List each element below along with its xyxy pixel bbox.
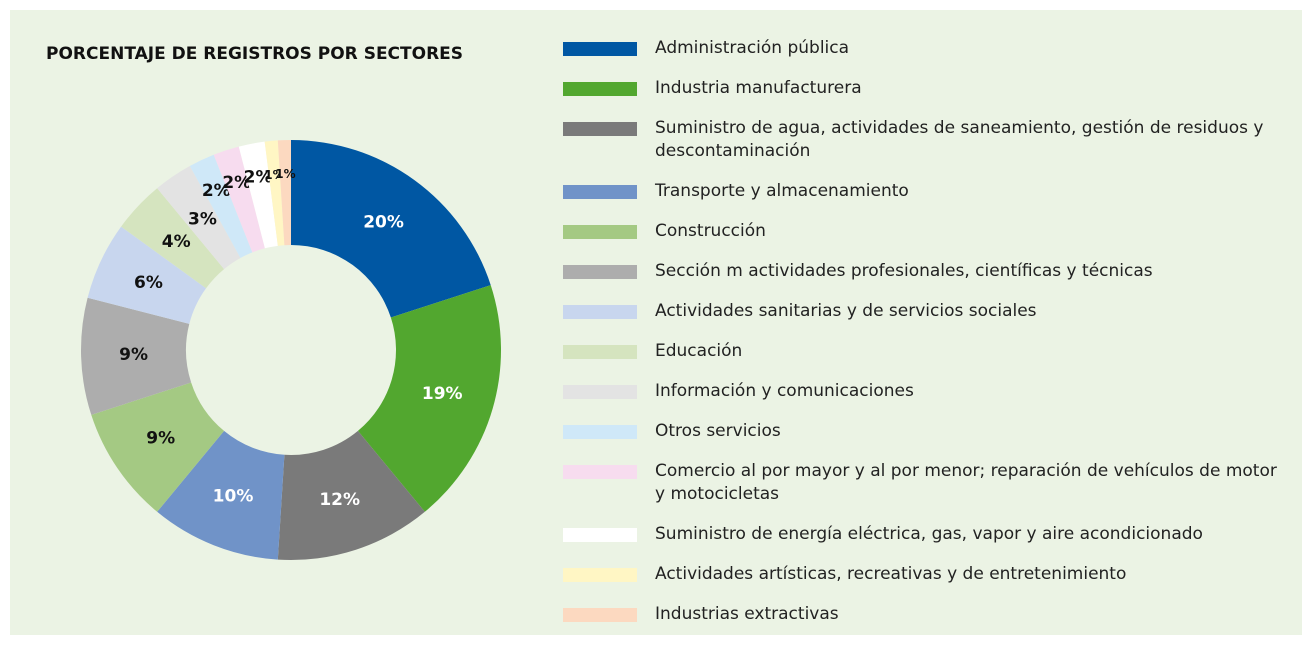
legend-swatch <box>563 265 637 279</box>
data-label: 2% <box>244 168 273 188</box>
data-label: 1% <box>275 167 295 181</box>
legend-item: Suministro de agua, actividades de sanea… <box>563 117 1293 163</box>
legend-item: Actividades artísticas, recreativas y de… <box>563 563 1293 586</box>
legend-swatch <box>563 568 637 582</box>
legend-item: Información y comunicaciones <box>563 380 1293 403</box>
legend-label: Industrias extractivas <box>655 604 839 624</box>
legend-swatch <box>563 528 637 542</box>
donut-slice <box>157 430 285 560</box>
donut-slice <box>91 382 225 512</box>
legend-label: Transporte y almacenamiento <box>655 181 909 201</box>
donut-slice <box>277 430 425 560</box>
donut-slice <box>189 154 253 258</box>
legend-item: Transporte y almacenamiento <box>563 180 1293 203</box>
legend-swatch <box>563 225 637 239</box>
legend-label: Sección m actividades profesionales, cie… <box>655 261 1153 281</box>
donut-slice <box>213 146 265 253</box>
data-label: 12% <box>319 490 360 510</box>
data-label: 19% <box>422 384 463 404</box>
chart-title: PORCENTAJE DE REGISTROS POR SECTORES <box>46 44 464 64</box>
data-label: 9% <box>119 345 148 365</box>
data-label: 2% <box>222 173 251 193</box>
donut-slice <box>87 226 207 324</box>
legend-swatch <box>563 42 637 56</box>
legend-swatch <box>563 465 637 479</box>
legend-item: Industrias extractivas <box>563 603 1293 626</box>
donut-slice <box>81 297 192 415</box>
data-label: 20% <box>363 213 404 233</box>
data-label: 4% <box>162 232 191 252</box>
data-label: 3% <box>188 210 217 230</box>
legend-label: Administración pública <box>655 38 850 58</box>
legend-swatch <box>563 305 637 319</box>
data-label: 9% <box>146 429 175 449</box>
legend-label: Industria manufacturera <box>655 78 862 98</box>
legend-swatch <box>563 122 637 136</box>
donut-slice <box>291 140 491 318</box>
donut-slice <box>264 140 285 246</box>
legend-item: Sección m actividades profesionales, cie… <box>563 260 1293 283</box>
legend-swatch <box>563 385 637 399</box>
legend-item: Comercio al por mayor y al por menor; re… <box>563 460 1293 506</box>
legend-item: Construcción <box>563 220 1293 243</box>
legend-label: Suministro de energía eléctrica, gas, va… <box>655 524 1203 544</box>
donut-slice <box>238 141 278 249</box>
legend-swatch <box>563 185 637 199</box>
legend-label: Otros servicios <box>655 421 781 441</box>
donut-slice <box>157 165 241 270</box>
legend-swatch <box>563 82 637 96</box>
legend-swatch <box>563 345 637 359</box>
donut-slice <box>277 140 291 246</box>
legend-label: Suministro de agua, actividades de sanea… <box>655 118 1264 161</box>
legend-item: Industria manufacturera <box>563 77 1293 100</box>
legend-label: Comercio al por mayor y al por menor; re… <box>655 461 1277 504</box>
legend: Administración pública Industria manufact… <box>563 37 1293 643</box>
legend-item: Educación <box>563 340 1293 363</box>
data-label: 2% <box>202 181 231 201</box>
legend-label: Actividades artísticas, recreativas y de… <box>655 564 1127 584</box>
legend-label: Construcción <box>655 221 766 241</box>
donut-slice <box>121 188 225 289</box>
chart: 20%19%12%10%9%9%6%4%3%2%2%2%1%1% <box>81 140 502 560</box>
legend-swatch <box>563 608 637 622</box>
legend-item: Actividades sanitarias y de servicios so… <box>563 300 1293 323</box>
donut-slice <box>357 285 502 512</box>
legend-item: Suministro de energía eléctrica, gas, va… <box>563 523 1293 546</box>
legend-swatch <box>563 425 637 439</box>
legend-label: Información y comunicaciones <box>655 381 914 401</box>
legend-label: Actividades sanitarias y de servicios so… <box>655 301 1037 321</box>
legend-item: Otros servicios <box>563 420 1293 443</box>
legend-item: Administración pública <box>563 37 1293 60</box>
data-label: 10% <box>213 486 254 506</box>
legend-label: Educación <box>655 341 743 361</box>
data-label: 6% <box>134 273 163 293</box>
data-label: 1% <box>264 168 284 182</box>
